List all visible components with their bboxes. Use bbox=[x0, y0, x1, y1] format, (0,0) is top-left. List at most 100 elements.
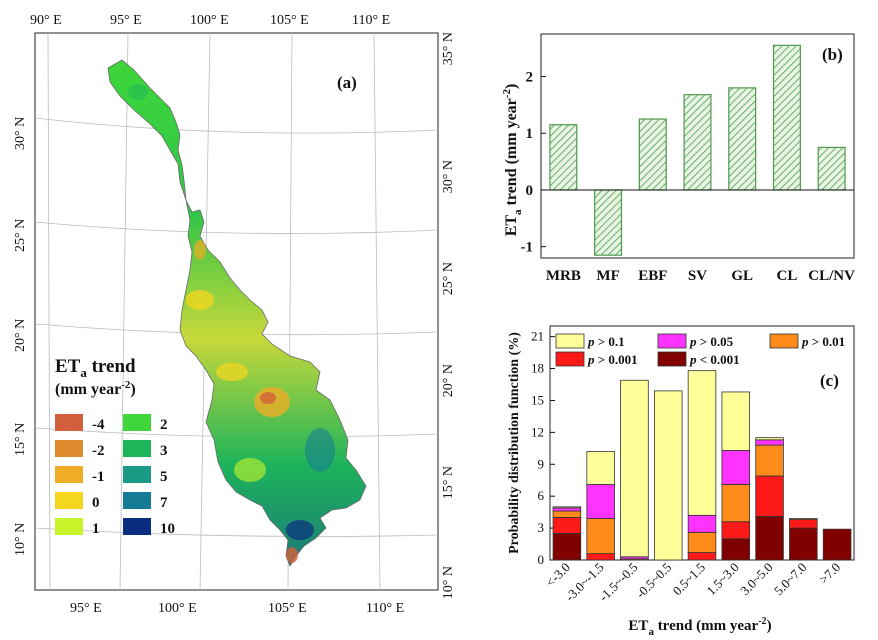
y-tick-label: 15 bbox=[531, 392, 544, 407]
x-tick-label: 1.5~3.0 bbox=[703, 560, 742, 599]
x-tick-label: GL bbox=[731, 268, 753, 284]
stack-segment bbox=[721, 450, 751, 485]
stack-segment bbox=[822, 528, 852, 561]
panel-c-y-ticks: 0 3 6 9 12 15 18 21 bbox=[531, 329, 555, 567]
y-tick-label: 0 bbox=[538, 552, 545, 567]
panel-c: 0 3 6 9 12 15 18 21 <-3.0-3.0~-1.5-1.5~-0.5-0.5… bbox=[507, 325, 855, 638]
panel-c-legend: p > 0.1 p > 0.05 p > 0.01 p > 0.001 p < 0.00… bbox=[555, 333, 845, 367]
stack-segment bbox=[552, 506, 582, 509]
map-top-tick: 90° E bbox=[30, 13, 62, 28]
map-legend: ETa trend (mm year-2) -4 -2 -1 0 1 2 3 5 7 10 bbox=[55, 356, 175, 537]
map-bottom-tick: 100° E bbox=[158, 601, 197, 616]
y-tick-label: 18 bbox=[531, 361, 544, 376]
legend-swatch-label: 3 bbox=[160, 443, 168, 459]
stack-segment bbox=[586, 451, 615, 485]
legend-label: p > 0.05 bbox=[689, 334, 734, 349]
legend-swatch bbox=[55, 414, 83, 431]
stack-segment bbox=[755, 444, 784, 477]
stack-segment bbox=[721, 521, 751, 540]
stack-segment bbox=[586, 553, 615, 561]
legend-swatch-label: 5 bbox=[160, 469, 168, 485]
x-tick-label: -0.5~0.5 bbox=[633, 560, 675, 602]
stack-segment bbox=[687, 514, 717, 533]
map-left-tick: 15° N bbox=[13, 423, 28, 456]
map-top-tick: 110° E bbox=[352, 13, 390, 28]
panel-c-xlabel: ETa trend (mm year-2) bbox=[628, 616, 771, 638]
map-top-tick: 95° E bbox=[110, 13, 142, 28]
stack-segment bbox=[755, 437, 784, 441]
map-left-tick: 25° N bbox=[13, 219, 28, 252]
legend-label: p < 0.001 bbox=[689, 352, 740, 367]
map-right-tick: 35° N bbox=[441, 32, 456, 65]
legend-swatch-label: -4 bbox=[92, 417, 105, 433]
map-bottom-ticks: 95° E 100° E 105° E 110° E bbox=[70, 601, 404, 616]
legend-label: p > 0.1 bbox=[587, 334, 625, 349]
legend-swatch bbox=[555, 351, 585, 367]
stack-segment bbox=[721, 391, 751, 451]
stack-segment bbox=[789, 519, 818, 529]
x-tick-label: <-3.0 bbox=[543, 560, 573, 590]
map-frame bbox=[34, 32, 439, 591]
legend-swatch bbox=[657, 351, 687, 367]
bar-mrb bbox=[549, 124, 578, 191]
legend-swatch bbox=[123, 518, 151, 535]
map-legend-items: -4 -2 -1 0 1 2 3 5 7 10 bbox=[55, 414, 175, 537]
legend-swatch bbox=[123, 414, 151, 431]
map-left-tick: 10° N bbox=[13, 523, 28, 556]
y-tick-label: 12 bbox=[531, 424, 544, 439]
stack-segment bbox=[552, 517, 582, 534]
panel-b-x-labels: MRB MF EBF SV GL CL CL/NV bbox=[546, 268, 855, 284]
map-top-tick: 100° E bbox=[190, 13, 229, 28]
stack-segment bbox=[721, 538, 751, 561]
legend-swatch bbox=[55, 466, 83, 483]
panel-c-bars bbox=[552, 370, 852, 561]
map-right-tick: 15° N bbox=[441, 466, 456, 499]
map-left-tick: 30° N bbox=[13, 117, 28, 150]
stack-segment bbox=[620, 379, 649, 558]
map-bottom-tick: 95° E bbox=[70, 601, 102, 616]
mekong-basin-shape bbox=[107, 59, 367, 567]
stack-segment bbox=[586, 484, 615, 519]
x-tick-label: 5.0~7.0 bbox=[771, 560, 810, 599]
legend-swatch-label: 1 bbox=[92, 521, 100, 537]
legend-swatch-label: -1 bbox=[92, 469, 105, 485]
map-right-ticks: 35° N 30° N 25° N 20° N 15° N 10° N bbox=[441, 32, 456, 599]
stack-segment bbox=[789, 518, 818, 520]
x-tick-label: SV bbox=[688, 268, 707, 284]
legend-swatch bbox=[123, 440, 151, 457]
map-bottom-tick: 110° E bbox=[366, 601, 404, 616]
x-tick-label: EBF bbox=[638, 268, 667, 284]
legend-swatch bbox=[769, 333, 799, 349]
legend-swatch-label: 7 bbox=[160, 495, 168, 511]
panel-c-label: (c) bbox=[820, 371, 839, 390]
map-legend-unit: (mm year-2) bbox=[55, 379, 136, 398]
y-tick-label: 6 bbox=[538, 488, 545, 503]
panel-c-x-labels: <-3.0-3.0~-1.5-1.5~-0.5-0.5~0.50.5~1.51.… bbox=[543, 560, 844, 605]
legend-swatch bbox=[55, 440, 83, 457]
legend-swatch bbox=[123, 492, 151, 509]
x-tick-label: MF bbox=[596, 268, 619, 284]
stack-segment bbox=[687, 552, 717, 561]
legend-label: p > 0.01 bbox=[801, 334, 845, 349]
stack-segment bbox=[552, 507, 582, 512]
bar-mf bbox=[594, 189, 623, 256]
map-panel-label: (a) bbox=[337, 73, 357, 92]
x-tick-label: MRB bbox=[546, 268, 581, 284]
map-bottom-tick: 105° E bbox=[268, 601, 307, 616]
map-legend-title: ETa trend bbox=[55, 356, 136, 380]
stack-segment bbox=[653, 390, 683, 561]
x-tick-label: 0.5~1.5 bbox=[670, 560, 709, 599]
panel-b-frame bbox=[540, 33, 855, 259]
map-right-tick: 25° N bbox=[441, 262, 456, 295]
panel-c-ylabel: Probability distribution function (%) bbox=[507, 332, 522, 554]
legend-swatch-label: 0 bbox=[92, 495, 100, 511]
x-tick-label: 3.0~5.0 bbox=[737, 560, 776, 599]
map-left-tick: 20° N bbox=[13, 319, 28, 352]
map-right-tick: 20° N bbox=[441, 364, 456, 397]
legend-swatch bbox=[55, 518, 83, 535]
y-tick-label: 2 bbox=[526, 70, 534, 86]
stack-segment bbox=[687, 370, 717, 516]
y-tick-label: 1 bbox=[526, 126, 534, 142]
y-tick-label: 0 bbox=[526, 183, 534, 199]
